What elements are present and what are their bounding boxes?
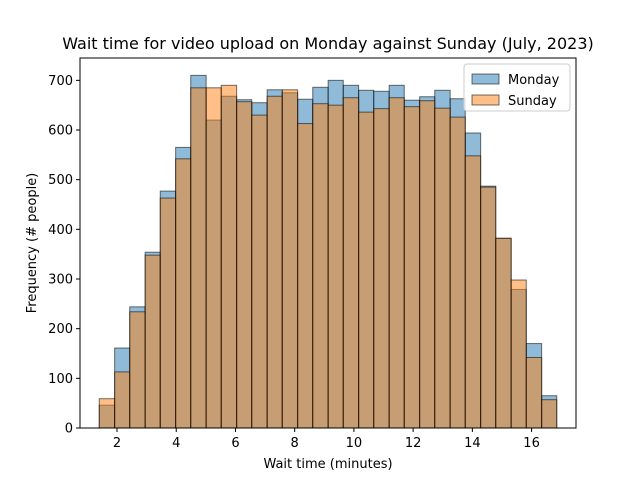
y-tick-label: 0 [65,422,73,437]
x-tick-label: 8 [291,436,299,451]
y-tick-label: 400 [48,223,73,238]
legend: Monday Sunday [463,63,571,112]
x-tick-label: 12 [405,436,422,451]
histogram-bar [373,108,390,429]
histogram-bar [205,87,222,429]
legend-label-monday: Monday [508,73,560,88]
axes-frame [79,57,577,429]
histogram-bar [510,279,527,429]
y-tick-label: 300 [48,273,73,288]
histogram-bar [144,254,161,429]
x-tick-label: 16 [523,436,540,451]
histogram-bar [297,123,314,429]
histogram-bar [419,100,436,429]
legend-swatch-monday [471,73,500,85]
y-tick-label: 200 [48,322,73,337]
x-tick-label: 6 [231,436,239,451]
histogram-bar [159,197,177,429]
histogram-bar [251,114,268,429]
chart-title: Wait time for video upload on Monday aga… [62,34,594,53]
histogram-bar [129,311,146,429]
histogram-bar [449,116,466,429]
histogram-bar [190,87,207,429]
histogram-bar [342,97,360,429]
histogram-bar [281,89,299,429]
histogram-bar [327,104,344,429]
histogram-bar [434,107,451,429]
histogram-bar [480,186,497,429]
histogram-bar [541,399,558,429]
histogram-bar [464,155,482,429]
y-tick-label: 100 [48,372,73,387]
histogram-bar [175,158,192,429]
histogram-bar [266,95,283,429]
legend-swatch-sunday [471,94,500,106]
legend-label-sunday: Sunday [508,94,557,109]
histogram-bar [403,106,421,429]
x-tick-label: 14 [464,436,481,451]
plot-area [80,58,576,429]
x-tick-label: 10 [346,436,363,451]
histogram-bar [114,371,131,429]
histogram-bar [358,111,375,429]
histogram-bar [388,97,405,429]
histogram-bar [236,101,253,429]
histogram-bar [98,398,116,429]
x-axis-label: Wait time (minutes) [263,457,392,472]
histogram-bar [495,237,512,429]
x-tick-label: 2 [113,436,121,451]
y-tick-label: 600 [48,124,73,139]
axes: 2 4 6 8 10 12 14 16 0 100 200 300 400 500 600 700 [48,57,577,451]
histogram-bar [312,103,329,429]
x-tick-label: 4 [172,436,180,451]
y-tick-label: 500 [48,173,73,188]
histogram-bar [525,356,543,429]
y-axis-label: Frequency (# people) [25,173,40,314]
histogram-bar [220,84,238,429]
y-tick-label: 700 [48,74,73,89]
